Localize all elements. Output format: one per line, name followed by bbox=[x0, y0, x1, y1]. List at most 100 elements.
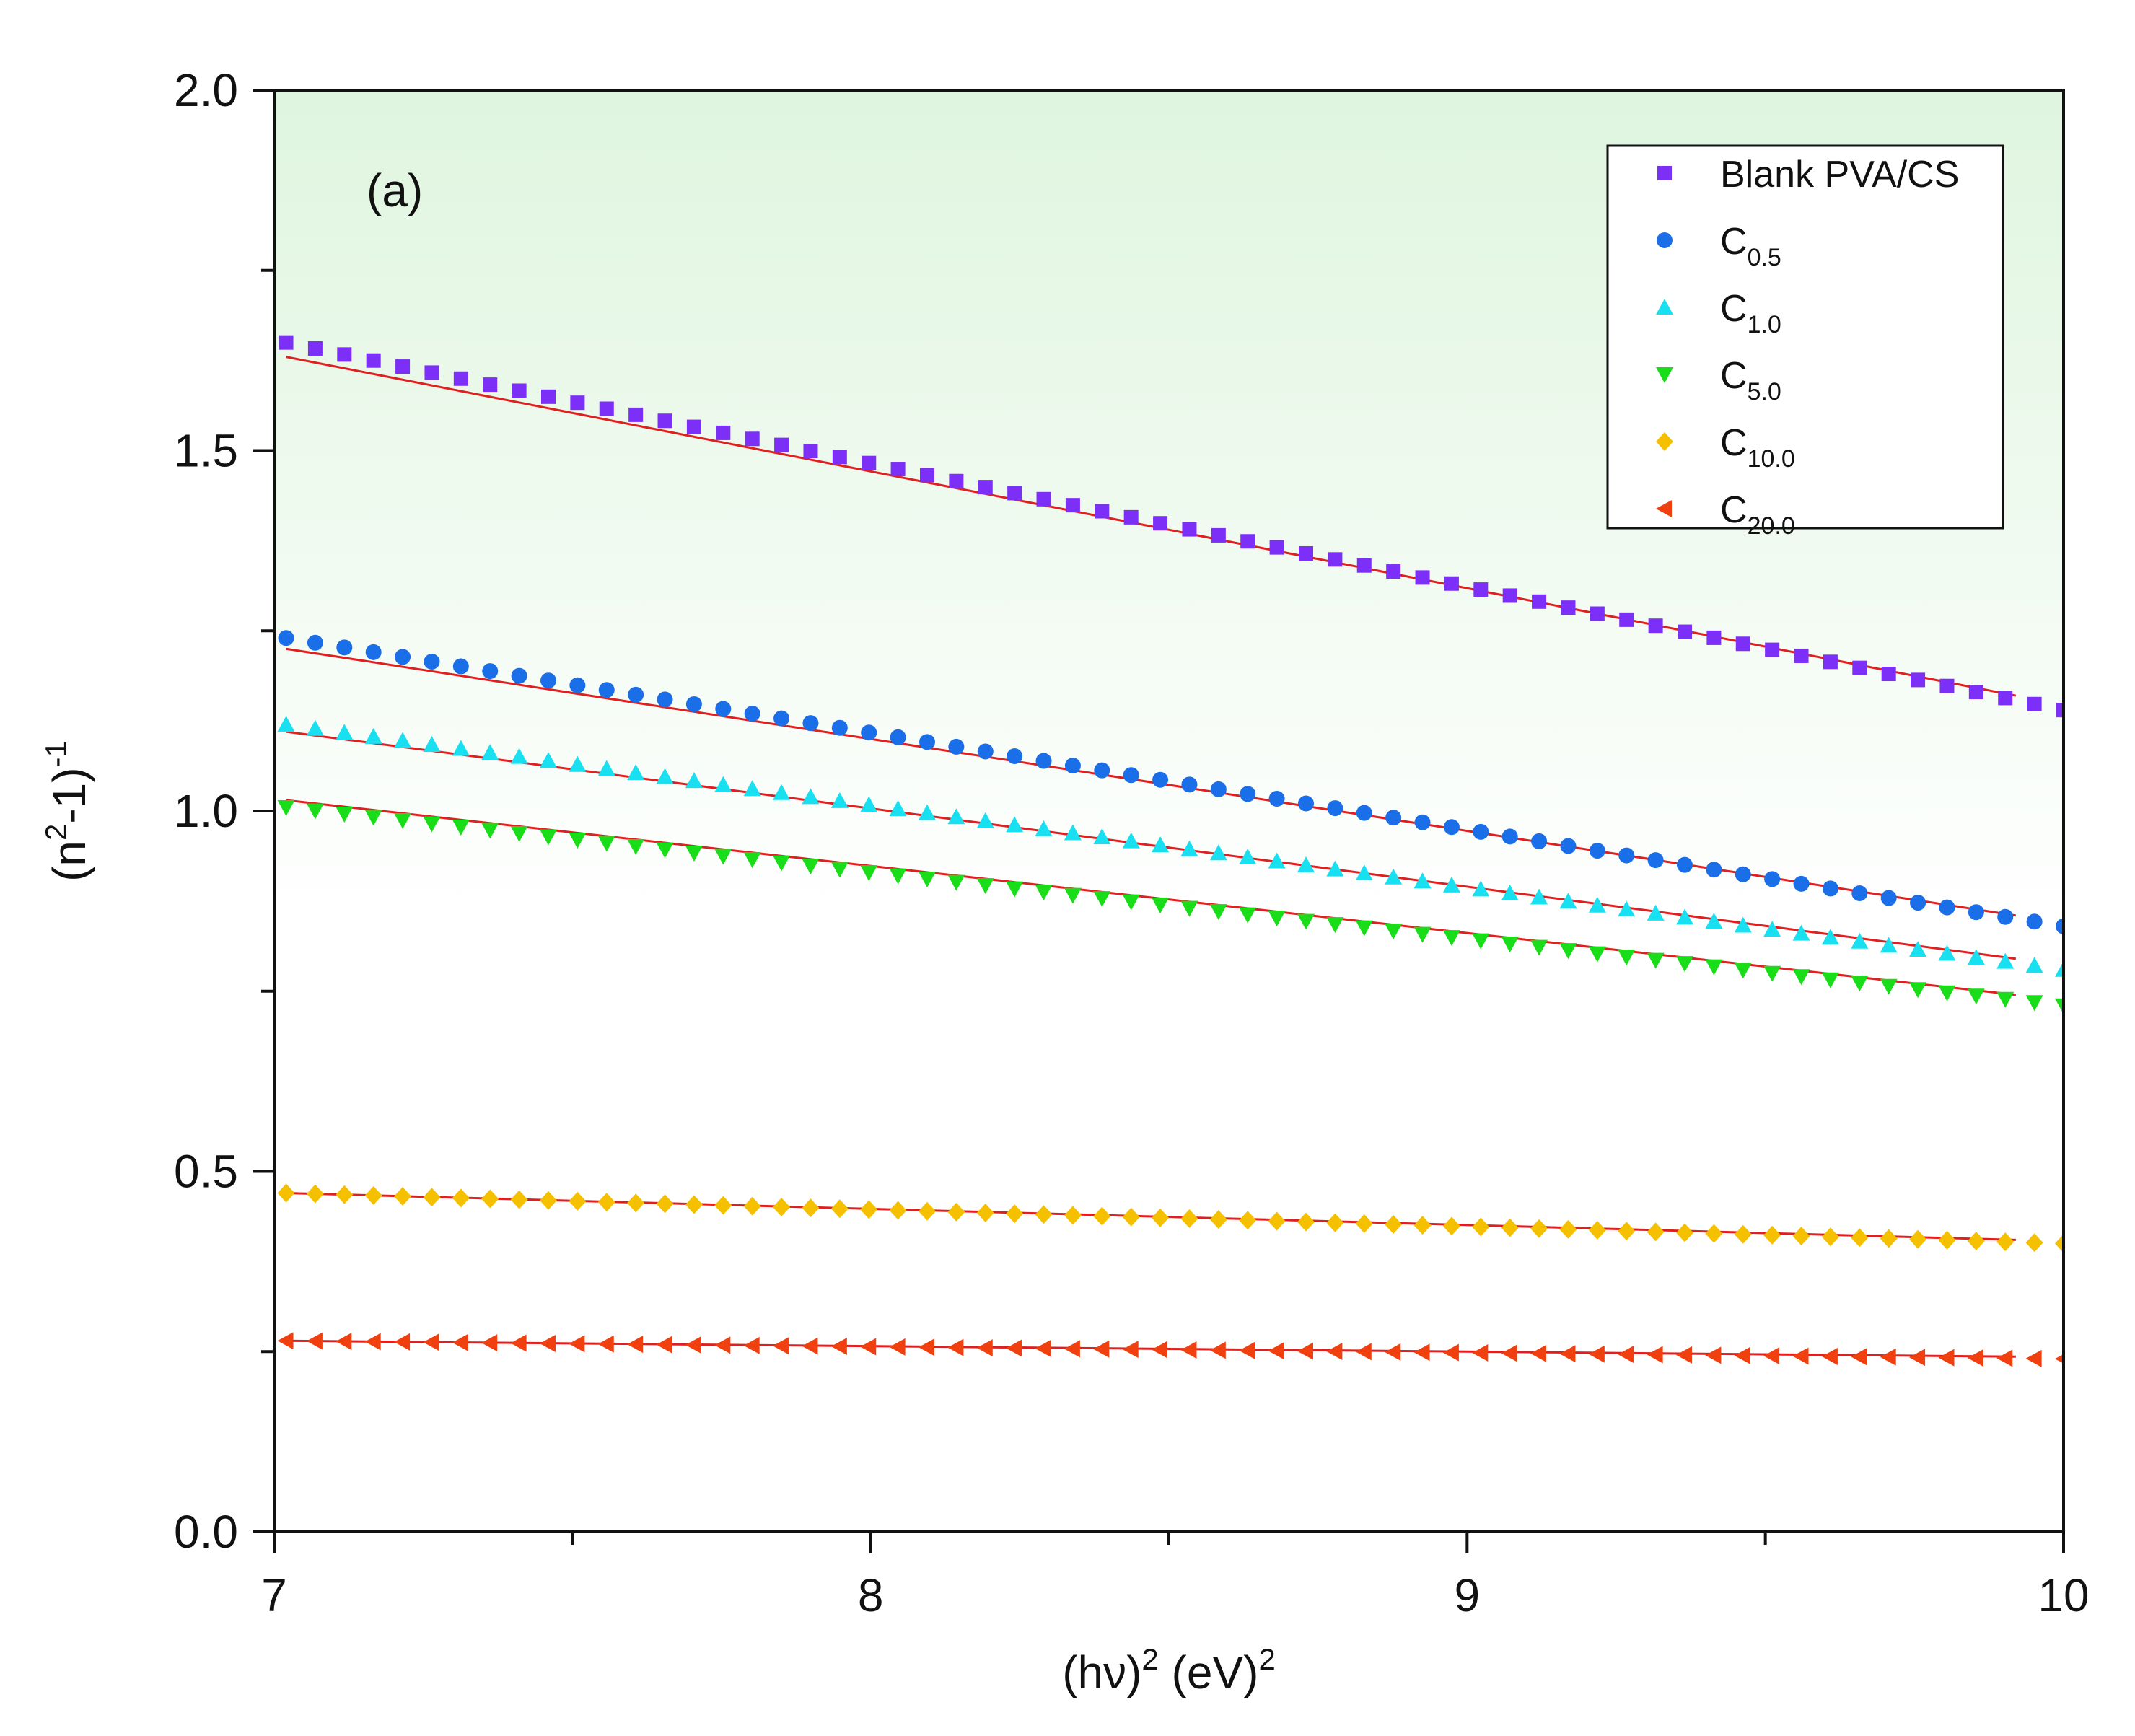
data-point bbox=[890, 462, 906, 477]
data-point bbox=[453, 371, 468, 386]
data-point bbox=[364, 727, 382, 744]
data-point bbox=[832, 450, 847, 465]
data-point bbox=[889, 1201, 907, 1220]
data-point bbox=[1675, 1223, 1693, 1242]
data-point bbox=[1619, 612, 1634, 627]
data-point bbox=[1705, 912, 1723, 929]
y-tick-label: 0.5 bbox=[174, 1146, 238, 1198]
data-point bbox=[1007, 748, 1023, 765]
data-point bbox=[1706, 862, 1722, 878]
data-point bbox=[539, 1334, 556, 1352]
legend-entry: C20.0 bbox=[1656, 489, 1795, 540]
data-point bbox=[569, 677, 586, 693]
data-point bbox=[918, 872, 936, 888]
data-point bbox=[1035, 820, 1053, 836]
data-point bbox=[1792, 924, 1810, 941]
data-point bbox=[512, 383, 527, 398]
data-point bbox=[978, 480, 993, 495]
data-point bbox=[1355, 1214, 1373, 1233]
data-point bbox=[1328, 552, 1343, 567]
data-point bbox=[1152, 771, 1169, 788]
data-point bbox=[1093, 891, 1111, 908]
data-point bbox=[1967, 949, 1985, 965]
data-point bbox=[831, 719, 848, 736]
data-point bbox=[1968, 904, 1984, 921]
data-point bbox=[452, 1188, 470, 1208]
data-point bbox=[1734, 963, 1752, 979]
series-0 bbox=[279, 335, 2064, 718]
data-point bbox=[423, 1333, 439, 1351]
data-point bbox=[1326, 860, 1344, 877]
legend-label: C0.5 bbox=[1720, 221, 1781, 271]
y-axis-title: (n2-1)-1 bbox=[39, 740, 95, 882]
data-point bbox=[1209, 904, 1227, 921]
data-point bbox=[1675, 908, 1693, 925]
data-point bbox=[802, 1337, 818, 1355]
data-point bbox=[1618, 950, 1636, 966]
legend-label: C1.0 bbox=[1720, 288, 1781, 338]
data-point bbox=[1152, 898, 1170, 914]
x-tick-label: 7 bbox=[261, 1569, 287, 1621]
data-point bbox=[1327, 800, 1343, 817]
data-point bbox=[1967, 1349, 1983, 1367]
data-point bbox=[1268, 1211, 1286, 1231]
data-point bbox=[802, 715, 819, 732]
data-point bbox=[1909, 982, 1927, 999]
data-point bbox=[2056, 918, 2064, 934]
data-point bbox=[1122, 832, 1140, 849]
data-point bbox=[2025, 1233, 2043, 1253]
data-point bbox=[1647, 952, 1665, 969]
series-2 bbox=[277, 716, 2064, 977]
data-point bbox=[569, 833, 587, 849]
data-point bbox=[599, 401, 614, 416]
data-point bbox=[1764, 871, 1781, 887]
data-point bbox=[395, 649, 411, 665]
data-point bbox=[336, 724, 354, 740]
axis-ticks bbox=[253, 89, 2065, 1553]
data-point bbox=[1269, 540, 1284, 555]
data-point bbox=[423, 1188, 441, 1207]
data-point bbox=[1647, 1222, 1665, 1242]
data-point bbox=[716, 425, 731, 440]
data-point bbox=[714, 1196, 732, 1215]
data-point bbox=[1297, 1212, 1315, 1232]
data-point bbox=[483, 377, 498, 393]
data-point bbox=[947, 1202, 965, 1222]
data-point bbox=[947, 808, 965, 825]
data-point bbox=[830, 792, 849, 808]
data-point bbox=[1880, 1348, 1896, 1366]
data-point bbox=[803, 443, 818, 458]
data-point bbox=[1472, 933, 1490, 950]
data-point bbox=[2025, 995, 2043, 1012]
data-point bbox=[481, 1334, 498, 1352]
data-point bbox=[685, 1336, 701, 1354]
data-point bbox=[1821, 972, 1839, 988]
data-point bbox=[1268, 790, 1285, 807]
data-point bbox=[1297, 1342, 1313, 1360]
data-point bbox=[862, 455, 877, 470]
data-point bbox=[656, 1194, 674, 1214]
data-point bbox=[1473, 823, 1489, 840]
legend-marker bbox=[1657, 232, 1673, 248]
data-point bbox=[1938, 944, 1956, 961]
data-point bbox=[1589, 843, 1605, 859]
data-point bbox=[773, 784, 791, 800]
data-point bbox=[1326, 917, 1344, 934]
data-point bbox=[686, 419, 701, 434]
data-point bbox=[1442, 876, 1460, 893]
data-point bbox=[1938, 1230, 1956, 1250]
data-point bbox=[802, 788, 820, 805]
data-point bbox=[1996, 1349, 2013, 1367]
data-point bbox=[1647, 1346, 1663, 1364]
data-point bbox=[277, 1183, 295, 1203]
data-point bbox=[918, 804, 936, 820]
data-point bbox=[1006, 1204, 1024, 1224]
data-point bbox=[1006, 1339, 1022, 1357]
axis-tick-labels: 7 8 9 10 0.0 0.5 1.0 1.5 2.0 bbox=[174, 64, 2090, 1621]
data-point bbox=[1676, 856, 1693, 873]
data-point bbox=[1442, 930, 1460, 947]
data-point bbox=[539, 829, 557, 846]
data-point bbox=[540, 389, 556, 404]
data-point bbox=[597, 836, 615, 852]
